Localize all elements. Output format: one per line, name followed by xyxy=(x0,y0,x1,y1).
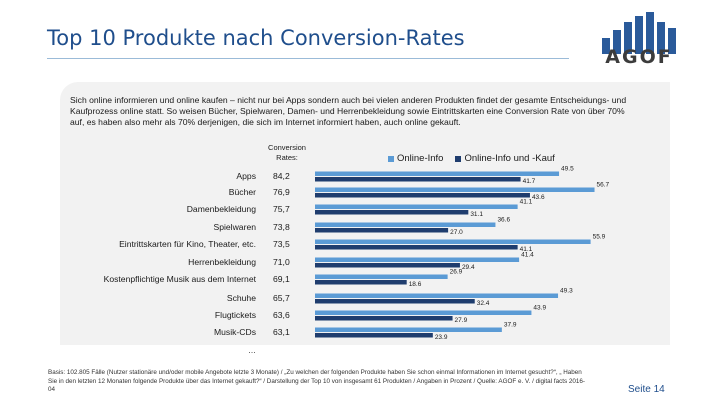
page-number: Seite 14 xyxy=(628,384,665,395)
bar-online-buy xyxy=(315,228,449,233)
category-label: Kostenpflichtige Musik aus dem Internet xyxy=(103,274,256,284)
bar-online-buy xyxy=(315,299,475,304)
bar-online-buy xyxy=(315,193,530,198)
bar-value-label-online-info: 55.9 xyxy=(593,234,606,241)
legend-label-online-info: Online-Info xyxy=(397,153,444,164)
footnote: Basis: 102.805 Fälle (Nutzer stationäre … xyxy=(48,369,585,394)
bar-value-label-online-buy: 43.6 xyxy=(532,194,545,201)
category-label: Flugtickets xyxy=(214,310,256,320)
bar-online-buy xyxy=(315,316,453,321)
bar-value-label-online-info: 41.4 xyxy=(521,252,534,259)
bar-value-label-online-buy: 41.7 xyxy=(523,178,536,185)
bar-online-info xyxy=(315,327,502,332)
bar-online-info xyxy=(315,310,532,315)
category-label: Bücher xyxy=(228,187,256,197)
conversion-rate-value: 63,6 xyxy=(273,310,290,320)
category-label: Apps xyxy=(236,171,256,181)
bar-value-label-online-info: 43.9 xyxy=(533,305,546,312)
bar-online-buy xyxy=(315,245,518,250)
bar-online-info xyxy=(315,204,518,209)
bar-online-info xyxy=(315,187,595,192)
conversion-rate-value: 63,1 xyxy=(273,327,290,337)
legend-item-online-info: Online-Info xyxy=(388,153,443,164)
conversion-rate-value: 69,1 xyxy=(273,274,290,284)
conversion-rate-value: 75,7 xyxy=(273,204,290,214)
bar-online-info xyxy=(315,293,559,298)
bar-value-label-online-info: 26.9 xyxy=(450,269,463,276)
bar-value-label-online-buy: 27.9 xyxy=(455,317,468,324)
chart-legend: Online-Info Online-Info und -Kauf xyxy=(388,153,555,164)
bar-value-label-online-info: 56.7 xyxy=(597,182,610,189)
category-label: Damenbekleidung xyxy=(186,204,256,214)
conversion-rate-value: 65,7 xyxy=(273,293,290,303)
conversion-rate-value: 71,0 xyxy=(273,257,290,267)
bar-value-label-online-buy: 29.4 xyxy=(462,264,475,271)
bar-value-label-online-buy: 18.6 xyxy=(409,281,422,288)
bar-online-info xyxy=(315,222,496,227)
page-title: Top 10 Produkte nach Conversion-Rates xyxy=(47,26,465,50)
legend-swatch-online-buy xyxy=(455,155,462,162)
bar-value-label-online-info: 49.3 xyxy=(560,288,573,295)
category-label: Herrenbekleidung xyxy=(188,257,256,267)
bar-online-info xyxy=(315,171,560,176)
bar-value-label-online-buy: 23.9 xyxy=(435,334,448,341)
category-label: Musik-CDs xyxy=(213,327,256,337)
conversion-rate-value: 76,9 xyxy=(273,187,290,197)
bar-value-label-online-info: 36.6 xyxy=(497,217,510,224)
bar-value-label-online-buy: 27.0 xyxy=(450,229,463,236)
conversion-rate-header: Conversion Rates: xyxy=(268,143,306,162)
category-label: Eintrittskarten für Kino, Theater, etc. xyxy=(119,239,256,249)
intro-text: Sich online informieren und online kaufe… xyxy=(70,95,627,127)
bar-value-label-online-buy: 32.4 xyxy=(477,300,490,307)
conversion-rate-value: 73,5 xyxy=(273,239,290,249)
bar-value-label-online-info: 49.5 xyxy=(561,166,574,173)
bar-online-info xyxy=(315,257,520,262)
bar-online-info xyxy=(315,274,448,279)
category-label: Spielwaren xyxy=(213,222,256,232)
bar-online-buy xyxy=(315,210,469,215)
legend-item-online-buy: Online-Info und -Kauf xyxy=(455,153,555,164)
bar-online-info xyxy=(315,239,591,244)
agof-logo-icon xyxy=(602,12,676,54)
conversion-rate-value: 84,2 xyxy=(273,171,290,181)
bar-value-label-online-info: 37.9 xyxy=(504,322,517,329)
bar-value-label-online-buy: 41.1 xyxy=(520,246,533,253)
bar-online-buy xyxy=(315,177,521,182)
logo-text: AGOF xyxy=(605,46,673,68)
legend-label-online-buy: Online-Info und -Kauf xyxy=(464,153,555,164)
conversion-rate-value: 73,8 xyxy=(273,222,290,232)
bar-value-label-online-info: 41.1 xyxy=(520,199,533,206)
bar-online-buy xyxy=(315,263,460,268)
title-divider xyxy=(47,58,569,59)
legend-swatch-online-info xyxy=(388,155,394,162)
more-indicator: … xyxy=(248,346,256,355)
bar-online-buy xyxy=(315,333,433,338)
category-label: Schuhe xyxy=(226,293,256,303)
bar-online-buy xyxy=(315,280,407,285)
bar-value-label-online-buy: 31.1 xyxy=(470,211,483,218)
